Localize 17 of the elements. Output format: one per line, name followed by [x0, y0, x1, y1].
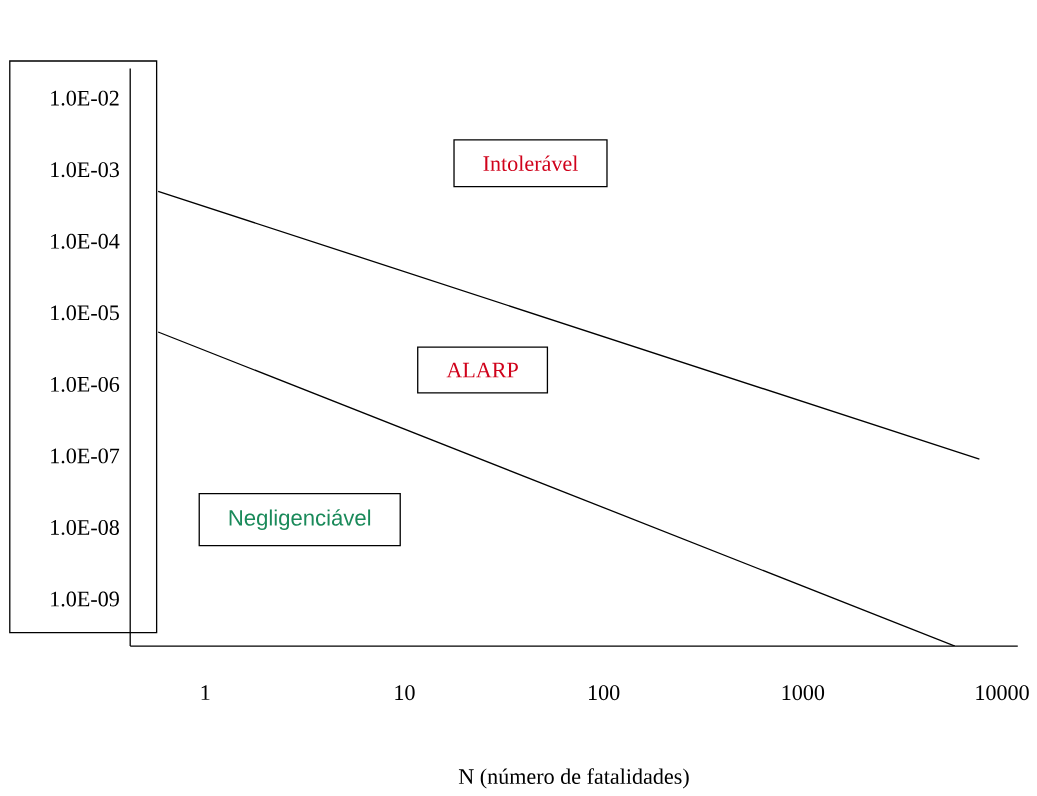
- y-tick-label: 1.0E-02: [51, 90, 119, 106]
- x-tick-label: 1000: [782, 685, 825, 701]
- y-tick-label: 1.0E-04: [51, 233, 120, 249]
- x-tick-label: 10000: [976, 685, 1029, 701]
- annotation: ALARP: [446, 362, 518, 378]
- y-tick-label: 1.0E-08: [51, 520, 119, 536]
- x-tick-label: 10: [395, 685, 415, 701]
- y-tick-label: 1.0E-03: [51, 162, 119, 178]
- x-tick-label: 1: [201, 685, 210, 700]
- x-axis-title: N (número de fatalidades): [458, 768, 689, 789]
- x-tick-label: 100: [588, 685, 620, 701]
- y-tick-label: 1.0E-09: [51, 591, 119, 607]
- annotation: Negligenciável: [229, 509, 371, 531]
- y-tick-label: 1.0E-07: [51, 448, 120, 464]
- annotation: Intolerável: [483, 155, 578, 172]
- y-tick-label: 1.0E-06: [51, 376, 120, 392]
- y-tick-label: 1.0E-05: [51, 305, 119, 321]
